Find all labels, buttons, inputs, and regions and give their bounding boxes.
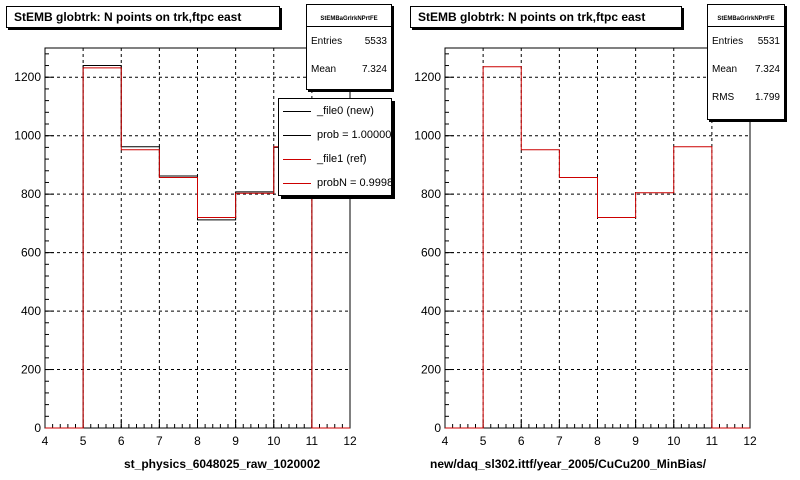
y-tick-label: 1200 [414,70,441,84]
x-tick-label: 8 [594,434,601,448]
legend-label: _file0 (new) [317,105,374,117]
x-tick-label: 4 [442,434,449,448]
x-tick-label: 12 [343,434,357,448]
stats-name: StEMBaGrIrkNPrtFE [307,5,391,27]
legend-entry: _file0 (new) [279,99,391,123]
x-tick-label: 11 [306,434,319,448]
stats-value: 5533 [364,35,387,47]
histogram-series-line [445,66,750,429]
legend-entry: _file1 (ref) [279,147,391,171]
stats-value: 7.324 [361,63,387,75]
chart-title-left: StEMB globtrk: N points on trk,ftpc east [6,6,280,28]
legend-label: prob = 1.000000 [317,129,392,141]
plot-frame [444,47,751,429]
y-tick-label: 1200 [14,70,41,84]
x-tick-label: 10 [667,434,681,448]
x-tick-label: 7 [156,434,163,448]
stats-row-rms: RMS 1.799 [708,83,784,111]
y-tick-label: 400 [21,304,41,318]
stats-row-mean: Mean 7.324 [708,55,784,83]
y-tick-label: 600 [421,246,441,260]
legend-line [283,158,311,160]
x-tick-label: 9 [232,434,239,448]
stats-value: 7.324 [754,63,780,75]
x-axis-title-right: new/daq_sl302.ittf/year_2005/CuCu200_Min… [430,457,707,471]
legend-entry: prob = 1.000000 [279,123,391,147]
stats-value: 5531 [757,35,780,47]
x-tick-label: 10 [267,434,281,448]
x-axis-title-left: st_physics_6048025_raw_1020002 [124,457,321,471]
x-tick-label: 8 [194,434,201,448]
stats-row-mean: Mean 7.324 [307,55,391,83]
x-tick-label: 4 [42,434,49,448]
legend-line [283,134,311,136]
y-tick-label: 800 [21,187,41,201]
stats-box-right: StEMBaGrIrkNPrtFE Entries 5531 Mean 7.32… [707,4,785,120]
stats-label: Entries [311,35,343,47]
legend-left: _file0 (new) prob = 1.000000 _file1 (ref… [278,98,392,196]
legend-label: _file1 (ref) [317,153,367,165]
y-tick-label: 600 [21,246,41,260]
y-tick-label: 1000 [414,129,441,143]
x-tick-label: 6 [518,434,525,448]
legend-entry: probN = 0.99988 [279,171,391,195]
legend-label: probN = 0.99988 [317,177,392,189]
stats-label: RMS [712,91,735,103]
stats-label: Mean [311,63,337,75]
stats-name: StEMBaGrIrkNPrtFE [708,5,784,27]
x-tick-label: 9 [632,434,639,448]
x-tick-label: 12 [743,434,757,448]
legend-line [283,110,311,112]
stats-row-entries: Entries 5533 [307,27,391,55]
chart-title-right: StEMB globtrk: N points on trk,ftpc east [410,6,682,28]
stats-row-entries: Entries 5531 [708,27,784,55]
x-tick-label: 5 [480,434,487,448]
y-tick-label: 200 [421,363,441,377]
y-tick-label: 400 [421,304,441,318]
y-tick-label: 0 [34,421,41,435]
stats-label: Entries [712,35,744,47]
y-tick-label: 1000 [14,129,41,143]
x-tick-label: 7 [556,434,563,448]
legend-line [283,182,311,184]
stats-box-left: StEMBaGrIrkNPrtFE Entries 5533 Mean 7.32… [306,4,392,90]
x-tick-label: 5 [80,434,87,448]
stats-value: 1.799 [754,91,780,103]
stats-label: Mean [712,63,738,75]
y-tick-label: 200 [21,363,41,377]
x-tick-label: 6 [118,434,125,448]
y-tick-label: 0 [434,421,441,435]
x-tick-label: 11 [706,434,719,448]
y-tick-label: 800 [421,187,441,201]
